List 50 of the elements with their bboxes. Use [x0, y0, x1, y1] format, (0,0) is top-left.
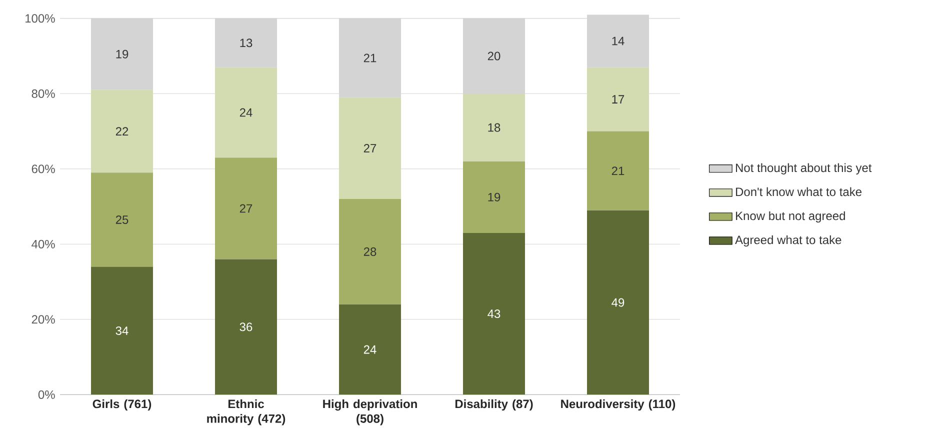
data-label: 14 — [612, 36, 624, 46]
data-label: 49 — [612, 298, 624, 307]
x-tick-label: Ethnic minority (472) — [207, 399, 286, 426]
data-label: 19 — [116, 50, 128, 58]
x-tick-label: Girls (761) — [92, 399, 152, 411]
bar — [463, 94, 525, 162]
data-label: 28 — [364, 247, 376, 256]
bar — [586, 131, 649, 210]
y-tick-label: 80% — [32, 89, 55, 98]
bar — [463, 161, 525, 233]
bar — [586, 210, 649, 395]
y-tick-label: 60% — [32, 164, 55, 174]
x-tick-label: High deprivation (508) — [323, 399, 417, 426]
data-label: 20 — [488, 52, 500, 60]
data-label: 27 — [240, 204, 252, 213]
x-tick-label: Neurodiversity (110) — [561, 399, 676, 411]
bar — [463, 232, 525, 395]
y-tick-label: 100% — [26, 14, 55, 23]
legend-label: Agreed what to take — [735, 235, 842, 247]
data-label: 24 — [240, 108, 252, 117]
bar — [339, 199, 402, 304]
data-label: 22 — [116, 127, 128, 136]
data-label: 27 — [364, 144, 376, 152]
data-label: 24 — [364, 345, 376, 354]
bar — [586, 67, 649, 132]
bar — [91, 90, 154, 173]
data-label: 19 — [488, 192, 500, 202]
data-label: 21 — [612, 166, 624, 175]
bar — [215, 158, 278, 260]
bar — [339, 97, 402, 200]
bar — [339, 304, 402, 395]
bar — [91, 172, 154, 267]
legend-label: Know but not agreed — [736, 211, 845, 223]
bar — [215, 67, 278, 158]
data-label: 18 — [488, 123, 500, 132]
data-label: 17 — [612, 95, 624, 104]
bar — [91, 266, 154, 395]
data-label: 36 — [240, 322, 252, 332]
bar — [215, 259, 278, 395]
data-label: 21 — [364, 54, 376, 62]
y-tick-label: 0% — [38, 390, 55, 399]
legend-label: Not thought about this yet — [736, 163, 872, 174]
data-label: 34 — [116, 326, 128, 335]
y-tick-label: 20% — [32, 315, 55, 324]
data-label: 43 — [488, 310, 500, 318]
x-tick-label: Disability (87) — [455, 399, 533, 411]
data-label: 25 — [116, 215, 128, 224]
legend-label: Don't know what to take — [736, 187, 862, 196]
y-tick-label: 40% — [32, 240, 55, 248]
data-label: 13 — [240, 38, 252, 48]
